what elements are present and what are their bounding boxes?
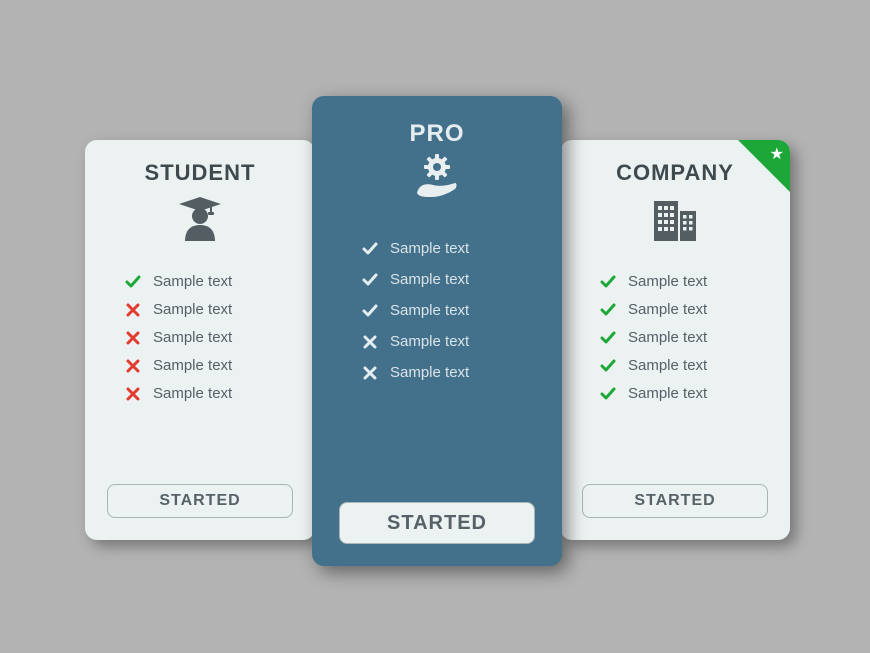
feature-item: Sample text [600,357,772,374]
feature-item: Sample text [600,329,772,346]
feature-label: Sample text [628,301,707,318]
cross-icon [125,330,141,346]
feature-label: Sample text [390,302,469,319]
feature-list: Sample text Sample text Sample text Samp… [330,226,544,488]
check-icon [600,274,616,290]
check-icon [362,272,378,288]
feature-label: Sample text [153,273,232,290]
feature-list: Sample text Sample text Sample text Samp… [103,262,297,474]
feature-label: Sample text [628,385,707,402]
check-icon [600,358,616,374]
feature-label: Sample text [628,357,707,374]
cross-icon [362,365,378,381]
check-icon [600,330,616,346]
graduate-icon [177,192,223,246]
plan-title: COMPANY [616,160,734,186]
feature-label: Sample text [390,271,469,288]
feature-item: Sample text [125,385,297,402]
feature-label: Sample text [153,385,232,402]
feature-item: Sample text [600,273,772,290]
feature-item: Sample text [362,240,544,257]
feature-item: Sample text [362,302,544,319]
feature-label: Sample text [390,333,469,350]
feature-item: Sample text [600,385,772,402]
started-button[interactable]: STARTED [582,484,768,518]
feature-item: Sample text [125,273,297,290]
feature-label: Sample text [390,364,469,381]
buildings-icon [650,192,700,246]
feature-item: Sample text [362,271,544,288]
feature-item: Sample text [125,301,297,318]
cross-icon [362,334,378,350]
feature-item: Sample text [600,301,772,318]
plan-card-pro: PRO [312,96,562,566]
started-button[interactable]: STARTED [107,484,293,518]
check-icon [125,274,141,290]
feature-item: Sample text [125,357,297,374]
check-icon [362,241,378,257]
feature-label: Sample text [628,329,707,346]
pricing-stage: STUDENT Sample text Sample text [0,0,870,653]
cross-icon [125,386,141,402]
feature-item: Sample text [362,333,544,350]
feature-item: Sample text [125,329,297,346]
star-icon: ★ [770,147,784,163]
plan-title: STUDENT [145,160,256,186]
feature-label: Sample text [153,301,232,318]
hand-gear-icon [411,150,463,206]
feature-label: Sample text [153,357,232,374]
started-button[interactable]: STARTED [339,502,535,544]
plan-title: PRO [409,120,464,148]
plan-card-company: ★ COMPANY [560,140,790,540]
feature-item: Sample text [362,364,544,381]
feature-label: Sample text [628,273,707,290]
feature-list: Sample text Sample text Sample text Samp… [578,262,772,474]
check-icon [600,302,616,318]
check-icon [600,386,616,402]
feature-label: Sample text [390,240,469,257]
cross-icon [125,302,141,318]
feature-label: Sample text [153,329,232,346]
check-icon [362,303,378,319]
cross-icon [125,358,141,374]
plan-card-student: STUDENT Sample text Sample text [85,140,315,540]
